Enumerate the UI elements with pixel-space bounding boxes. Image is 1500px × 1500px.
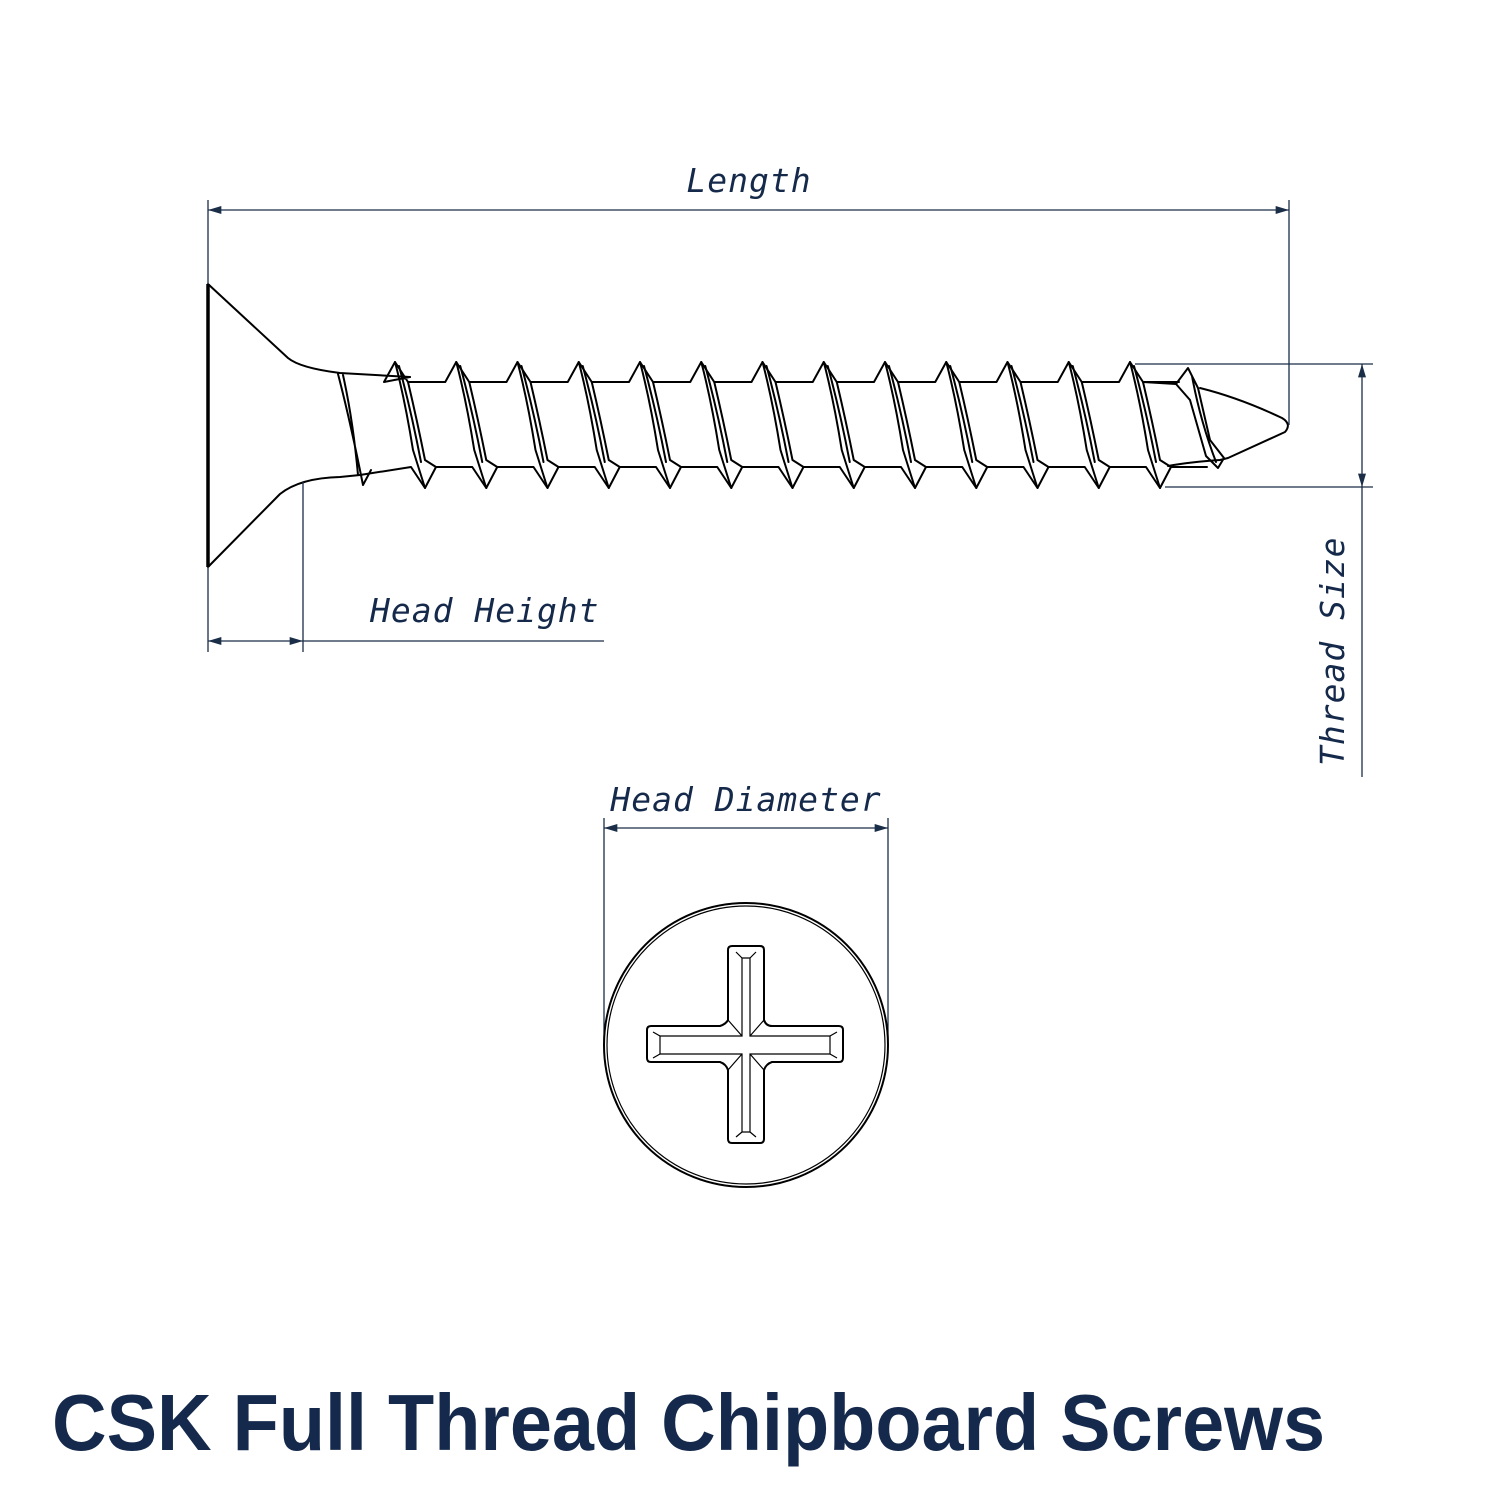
thread-helix	[577, 361, 621, 489]
screw-tip	[1167, 387, 1289, 467]
thread-profile	[359, 361, 1208, 489]
thread-helix	[761, 361, 805, 489]
thread-helix	[700, 361, 744, 489]
thread-size-label: Thread Size	[1313, 536, 1352, 766]
thread-helix	[455, 361, 499, 489]
tip-thread	[1142, 367, 1225, 469]
thread-helix	[1006, 361, 1050, 489]
neck-curve	[337, 373, 372, 486]
thread-helix	[639, 361, 682, 489]
head-height-label: Head Height	[369, 591, 600, 630]
thread-helix	[394, 361, 437, 489]
thread-helix	[1129, 361, 1172, 489]
thread-helix	[516, 361, 560, 489]
thread-helix	[822, 361, 866, 489]
head-top-profile	[207, 283, 411, 378]
phillips-cross-icon	[646, 945, 844, 1144]
cross-recess-inner	[659, 957, 831, 1133]
screw-side-view	[206, 283, 1289, 568]
head-outline	[603, 902, 889, 1188]
thread-top-edge	[383, 361, 1180, 383]
thread-helix	[945, 361, 989, 489]
thread-bottom-edge	[359, 466, 1208, 489]
head-height-dimension: Head Height	[207, 482, 604, 652]
screw-head-top-view	[603, 902, 889, 1188]
page-title: CSK Full Thread Chipboard Screws	[52, 1378, 1325, 1467]
head-diameter-label: Head Diameter	[609, 780, 881, 819]
head-diameter-dimension: Head Diameter	[603, 780, 889, 1045]
length-dimension: Length	[207, 161, 1290, 425]
thread-helix	[1067, 361, 1111, 489]
thread-helix	[884, 361, 927, 489]
head-bottom-profile	[207, 474, 361, 568]
thread-size-dimension: Thread Size	[1135, 363, 1373, 777]
length-label: Length	[686, 161, 811, 200]
